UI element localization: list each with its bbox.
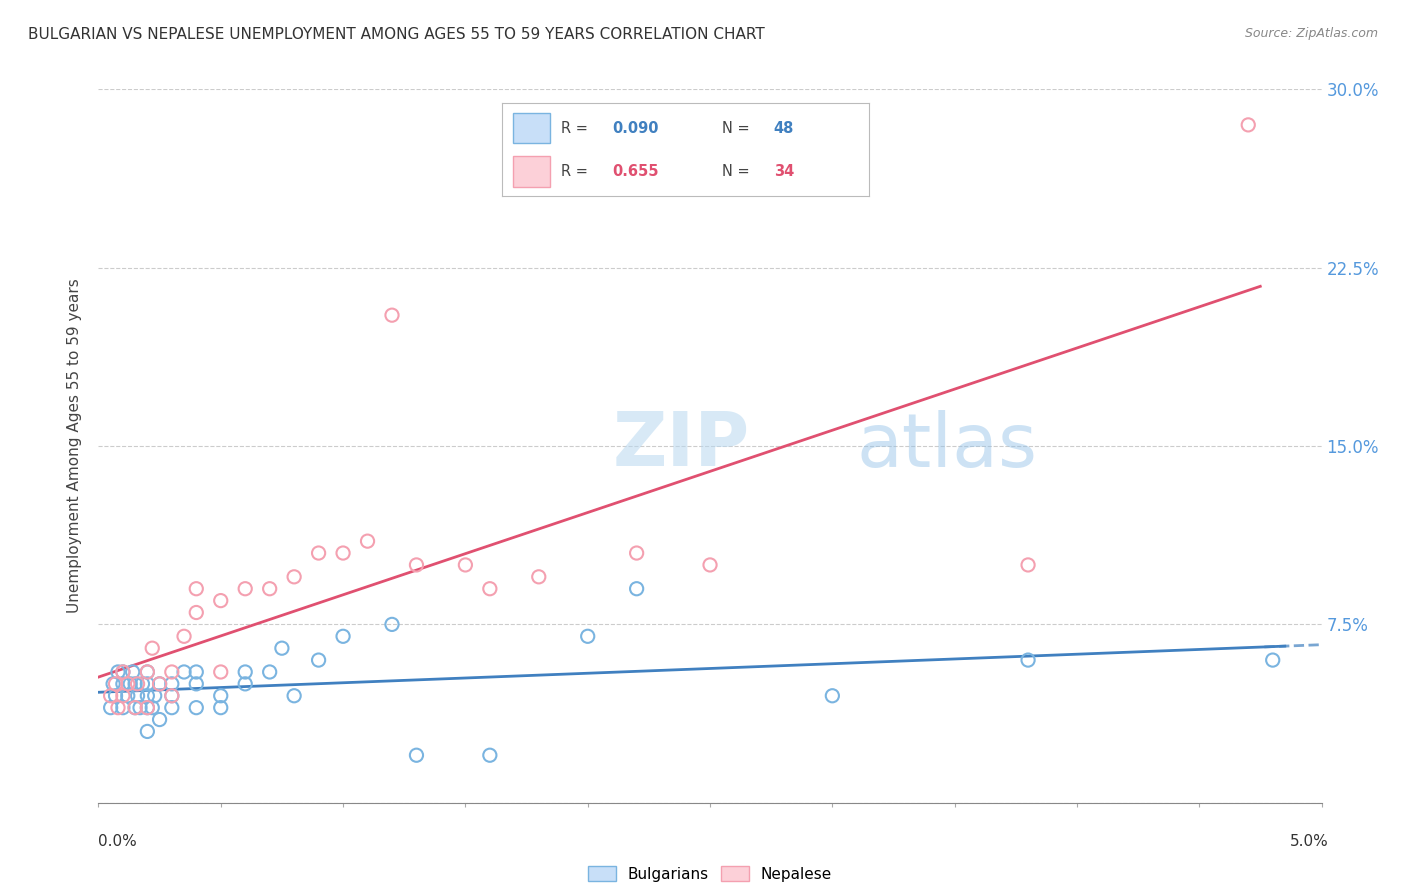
Point xyxy=(186,665,208,679)
Point xyxy=(356,534,378,549)
Point xyxy=(104,689,127,703)
Point xyxy=(332,546,354,560)
Point xyxy=(107,665,129,679)
Y-axis label: Unemployment Among Ages 55 to 59 years: Unemployment Among Ages 55 to 59 years xyxy=(67,278,83,614)
Point xyxy=(626,582,648,596)
Point xyxy=(173,629,195,643)
Point xyxy=(117,689,139,703)
Point xyxy=(186,606,208,620)
Point xyxy=(160,665,183,679)
Point xyxy=(100,689,122,703)
Point xyxy=(405,558,427,572)
Point xyxy=(127,677,149,691)
Text: Source: ZipAtlas.com: Source: ZipAtlas.com xyxy=(1244,27,1378,40)
Point xyxy=(209,700,232,714)
Point xyxy=(381,308,404,322)
Point xyxy=(124,677,146,691)
Point xyxy=(136,665,159,679)
Point xyxy=(107,700,129,714)
Point xyxy=(821,689,844,703)
Point xyxy=(160,700,183,714)
Point xyxy=(149,713,172,727)
Point xyxy=(478,582,501,596)
Text: 0.0%: 0.0% xyxy=(98,834,138,849)
Point xyxy=(127,689,149,703)
Point xyxy=(141,641,163,656)
Legend: Bulgarians, Nepalese: Bulgarians, Nepalese xyxy=(582,860,838,888)
Point xyxy=(270,641,292,656)
Point xyxy=(136,724,159,739)
Point xyxy=(136,700,159,714)
Point xyxy=(308,546,330,560)
Point xyxy=(308,653,330,667)
Point xyxy=(143,689,166,703)
Point xyxy=(283,689,305,703)
Point xyxy=(120,677,142,691)
Point xyxy=(111,689,134,703)
Point xyxy=(259,582,281,596)
Point xyxy=(1237,118,1260,132)
Point xyxy=(129,700,152,714)
Point xyxy=(233,582,256,596)
Point xyxy=(136,700,159,714)
Point xyxy=(1017,653,1039,667)
Point xyxy=(124,700,146,714)
Point xyxy=(136,677,159,691)
Point xyxy=(101,677,124,691)
Point xyxy=(699,558,721,572)
Point xyxy=(124,700,146,714)
Text: ZIP: ZIP xyxy=(612,409,749,483)
Point xyxy=(186,582,208,596)
Point xyxy=(233,677,256,691)
Point xyxy=(209,593,232,607)
Point xyxy=(160,677,183,691)
Point xyxy=(111,665,134,679)
Point xyxy=(233,665,256,679)
Point xyxy=(111,665,134,679)
Point xyxy=(100,700,122,714)
Point xyxy=(626,546,648,560)
Point xyxy=(186,700,208,714)
Point xyxy=(209,665,232,679)
Point xyxy=(527,570,550,584)
Point xyxy=(283,570,305,584)
Point xyxy=(149,677,172,691)
Point xyxy=(136,689,159,703)
Point xyxy=(117,677,139,691)
Point xyxy=(576,629,599,643)
Point xyxy=(478,748,501,763)
Point xyxy=(1261,653,1284,667)
Point xyxy=(209,689,232,703)
Point xyxy=(121,665,143,679)
Point xyxy=(111,677,134,691)
Point xyxy=(186,677,208,691)
Point xyxy=(381,617,404,632)
Text: BULGARIAN VS NEPALESE UNEMPLOYMENT AMONG AGES 55 TO 59 YEARS CORRELATION CHART: BULGARIAN VS NEPALESE UNEMPLOYMENT AMONG… xyxy=(28,27,765,42)
Point xyxy=(160,689,183,703)
Point xyxy=(259,665,281,679)
Point xyxy=(160,689,183,703)
Point xyxy=(111,700,134,714)
Point xyxy=(149,677,172,691)
Text: atlas: atlas xyxy=(856,409,1038,483)
Point xyxy=(173,665,195,679)
Text: 5.0%: 5.0% xyxy=(1289,834,1329,849)
Point xyxy=(405,748,427,763)
Point xyxy=(1017,558,1039,572)
Point xyxy=(454,558,477,572)
Point xyxy=(104,677,127,691)
Point xyxy=(141,700,163,714)
Point xyxy=(136,665,159,679)
Point xyxy=(131,677,153,691)
Point xyxy=(332,629,354,643)
